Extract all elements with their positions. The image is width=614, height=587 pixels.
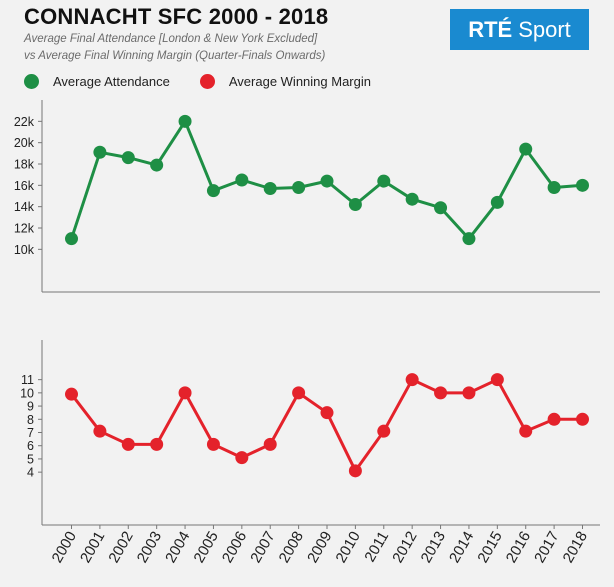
- attendance-y-tick-label: 22k: [14, 115, 35, 129]
- margin-point-2015: [490, 373, 504, 387]
- x-tick-label-2006: 2006: [219, 529, 250, 566]
- margin-y-tick-label: 7: [27, 426, 34, 440]
- attendance-point-2014: [462, 232, 476, 246]
- chart-title: CONNACHT SFC 2000 - 2018: [24, 4, 329, 29]
- logo-text-sport: Sport: [518, 16, 571, 42]
- margin-point-2008: [292, 386, 306, 400]
- x-tick-label-2012: 2012: [389, 529, 420, 566]
- attendance-point-2012: [405, 192, 419, 206]
- margin-point-2003: [150, 437, 164, 451]
- attendance-point-2013: [434, 201, 448, 215]
- margin-series-line: [70, 378, 583, 473]
- x-tick-label-2007: 2007: [247, 529, 278, 566]
- attendance-y-tick-label: 10k: [14, 243, 35, 257]
- attendance-point-2018: [576, 178, 589, 192]
- margin-point-2000: [65, 387, 78, 401]
- margin-y-tick-label: 8: [27, 413, 34, 427]
- attendance-y-tick-label: 20k: [14, 136, 35, 150]
- legend-item-attendance: Average Attendance: [24, 74, 170, 89]
- x-tick-label-2013: 2013: [418, 529, 449, 566]
- x-tick-label-2009: 2009: [304, 529, 335, 566]
- margin-y-tick-label: 9: [27, 400, 34, 414]
- attendance-y-tick-label: 14k: [14, 200, 35, 214]
- margin-point-2012: [405, 373, 419, 387]
- attendance-point-2011: [377, 174, 391, 188]
- margin-point-2004: [178, 386, 192, 400]
- attendance-point-2015: [490, 195, 504, 209]
- x-tick-label-2001: 2001: [77, 529, 108, 566]
- margin-point-2010: [348, 464, 362, 478]
- legend-label-margin: Average Winning Margin: [228, 74, 371, 89]
- attendance-point-2007: [263, 182, 277, 196]
- attendance-point-2010: [348, 198, 362, 212]
- x-tick-label-2000: 2000: [49, 529, 80, 566]
- attendance-point-2002: [121, 151, 135, 165]
- margin-point-2013: [434, 386, 448, 400]
- margin-y-tick-label: 11: [21, 373, 34, 387]
- x-tick-label-2018: 2018: [560, 529, 591, 566]
- attendance-point-2000: [65, 232, 78, 246]
- attendance-y-tick-label: 18k: [14, 158, 35, 172]
- margin-point-2016: [519, 424, 533, 438]
- attendance-point-2004: [178, 114, 192, 128]
- x-tick-label-2004: 2004: [162, 529, 193, 566]
- attendance-point-2003: [150, 158, 164, 172]
- attendance-y-tick-label: 16k: [14, 179, 35, 193]
- legend-label-attendance: Average Attendance: [53, 74, 170, 89]
- margin-point-2002: [121, 437, 135, 451]
- x-tick-label-2011: 2011: [361, 529, 392, 565]
- margin-y-tick-label: 5: [27, 452, 34, 466]
- attendance-point-2016: [519, 142, 533, 156]
- x-tick-label-2005: 2005: [190, 529, 221, 566]
- attendance-chart: 10k 12k 14k 16k 18k 20k 22k: [14, 114, 589, 257]
- margin-point-2001: [93, 424, 107, 438]
- attendance-point-2001: [93, 145, 107, 159]
- logo-text-rte: RTÉ: [468, 16, 513, 42]
- x-tick-label-2010: 2010: [332, 529, 363, 566]
- margin-y-tick-label: 10: [20, 386, 34, 400]
- margin-point-2014: [462, 386, 476, 400]
- attendance-point-2008: [292, 180, 306, 194]
- rte-sport-logo: RTÉ Sport: [450, 9, 589, 50]
- attendance-point-2005: [206, 184, 220, 198]
- legend-dot-red-icon: [199, 74, 215, 89]
- x-tick-label-2015: 2015: [474, 529, 505, 566]
- x-tick-label-2008: 2008: [276, 529, 307, 566]
- x-tick-label-2016: 2016: [503, 529, 534, 566]
- margin-point-2011: [377, 424, 391, 438]
- x-axis-labels: 2000200120022003200420052006200720082009…: [49, 525, 591, 566]
- margin-point-2007: [263, 437, 277, 451]
- legend-dot-green-icon: [24, 74, 39, 89]
- x-tick-label-2017: 2017: [531, 529, 562, 566]
- attendance-y-tick-label: 12k: [14, 222, 35, 236]
- attendance-point-2009: [320, 174, 334, 188]
- margin-point-2006: [235, 451, 249, 465]
- margin-point-2005: [206, 437, 220, 451]
- margin-y-tick-label: 6: [27, 439, 34, 453]
- legend: Average Attendance Average Winning Margi…: [24, 74, 401, 89]
- attendance-point-2017: [547, 180, 561, 194]
- subtitle-line-2: vs Average Final Winning Margin (Quarter…: [24, 50, 326, 62]
- margin-point-2018: [576, 412, 589, 426]
- attendance-point-2006: [235, 173, 249, 187]
- x-tick-label-2002: 2002: [105, 529, 136, 566]
- subtitle-line-1: Average Final Attendance [London & New Y…: [24, 33, 318, 45]
- chart-subtitle: Average Final Attendance [London & New Y…: [24, 31, 325, 65]
- margin-y-tick-label: 4: [27, 466, 34, 480]
- legend-item-margin: Average Winning Margin: [199, 74, 371, 89]
- x-tick-label-2014: 2014: [446, 529, 477, 566]
- margin-point-2009: [320, 406, 334, 420]
- margin-point-2017: [547, 412, 561, 426]
- x-tick-label-2003: 2003: [134, 529, 165, 566]
